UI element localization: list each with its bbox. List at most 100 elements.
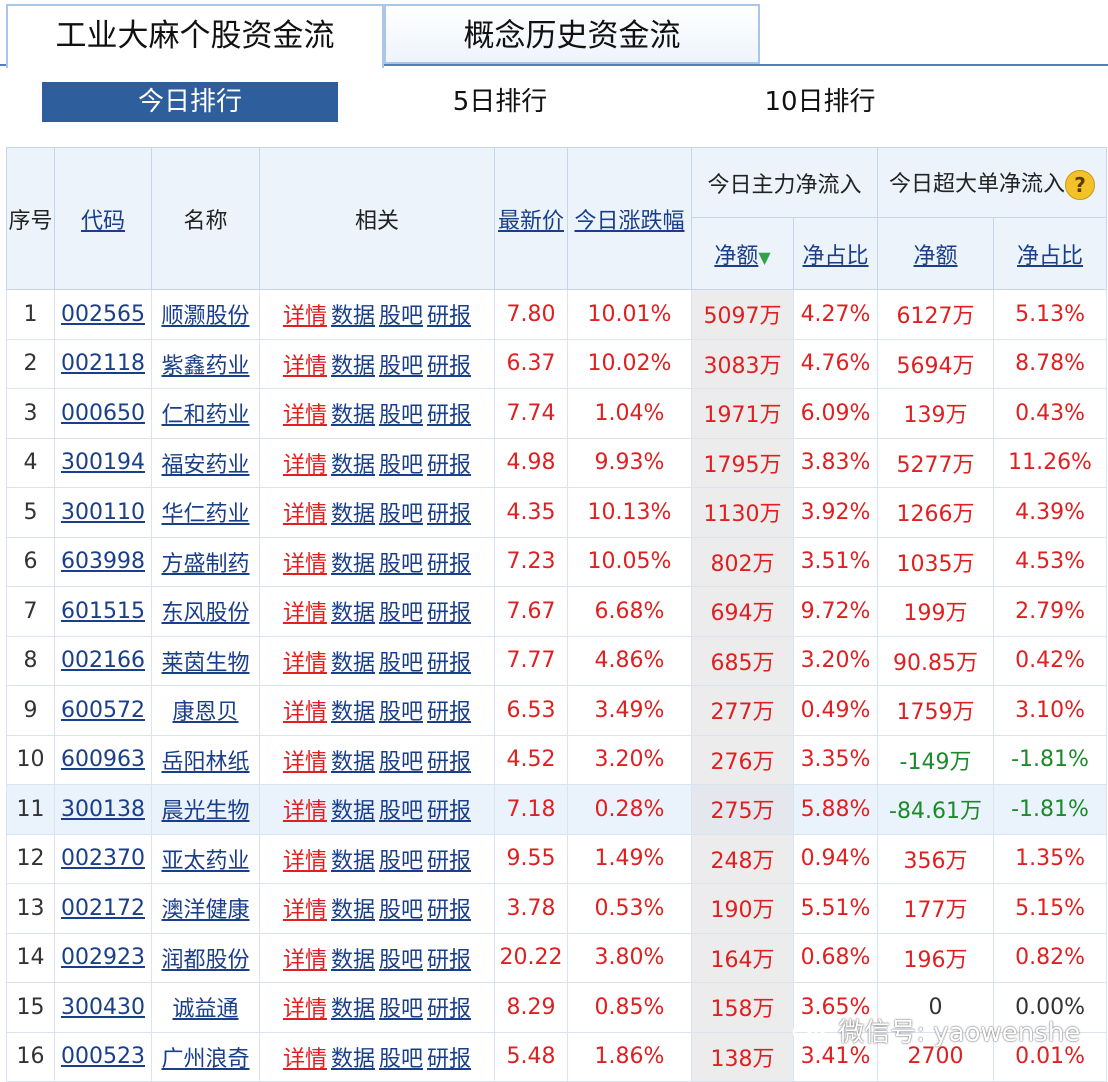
stock-name-link[interactable]: 广州浪奇 — [161, 1046, 250, 1072]
sort-price-link[interactable]: 最新价 — [497, 208, 564, 234]
forum-link[interactable]: 股吧 — [379, 452, 424, 478]
stock-code-link[interactable]: 600963 — [61, 747, 145, 773]
sort-super-amount-link[interactable]: 净额 — [913, 243, 958, 269]
detail-link[interactable]: 详情 — [282, 502, 327, 528]
stock-name-link[interactable]: 润都股份 — [161, 947, 250, 973]
detail-link[interactable]: 详情 — [282, 898, 327, 924]
report-link[interactable]: 研报 — [427, 551, 472, 577]
sort-change-link[interactable]: 今日涨跌幅 — [574, 208, 685, 234]
forum-link[interactable]: 股吧 — [379, 650, 424, 676]
data-link[interactable]: 数据 — [330, 898, 375, 924]
report-link[interactable]: 研报 — [427, 304, 472, 330]
detail-link[interactable]: 详情 — [282, 353, 327, 379]
data-link[interactable]: 数据 — [330, 650, 375, 676]
forum-link[interactable]: 股吧 — [379, 502, 424, 528]
stock-name-link[interactable]: 诚益通 — [172, 997, 239, 1023]
forum-link[interactable]: 股吧 — [379, 353, 424, 379]
subtab-10day-ranking[interactable]: 10日排行 — [764, 87, 876, 117]
forum-link[interactable]: 股吧 — [379, 601, 424, 627]
report-link[interactable]: 研报 — [427, 452, 472, 478]
tab-concept-history[interactable]: 概念历史资金流 — [384, 4, 760, 64]
col-super-amount-header[interactable]: 净额 — [877, 217, 995, 290]
forum-link[interactable]: 股吧 — [379, 848, 424, 874]
stock-name-link[interactable]: 澳洋健康 — [161, 898, 250, 924]
forum-link[interactable]: 股吧 — [379, 403, 424, 429]
report-link[interactable]: 研报 — [427, 700, 472, 726]
detail-link[interactable]: 详情 — [282, 452, 327, 478]
data-link[interactable]: 数据 — [330, 551, 375, 577]
stock-code-link[interactable]: 600572 — [61, 697, 145, 723]
detail-link[interactable]: 详情 — [282, 650, 327, 676]
sort-net-ratio-link[interactable]: 净占比 — [802, 243, 869, 269]
data-link[interactable]: 数据 — [330, 601, 375, 627]
report-link[interactable]: 研报 — [427, 650, 472, 676]
stock-name-link[interactable]: 仁和药业 — [161, 403, 250, 429]
stock-name-link[interactable]: 康恩贝 — [172, 700, 239, 726]
data-link[interactable]: 数据 — [330, 353, 375, 379]
detail-link[interactable]: 详情 — [282, 997, 327, 1023]
sort-super-ratio-link[interactable]: 净占比 — [1017, 243, 1084, 269]
stock-name-link[interactable]: 顺灏股份 — [161, 304, 250, 330]
detail-link[interactable]: 详情 — [282, 403, 327, 429]
stock-code-link[interactable]: 300110 — [61, 499, 145, 525]
report-link[interactable]: 研报 — [427, 848, 472, 874]
stock-code-link[interactable]: 300138 — [61, 796, 145, 822]
report-link[interactable]: 研报 — [427, 1046, 472, 1072]
data-link[interactable]: 数据 — [330, 1046, 375, 1072]
forum-link[interactable]: 股吧 — [379, 997, 424, 1023]
stock-code-link[interactable]: 300194 — [61, 450, 145, 476]
detail-link[interactable]: 详情 — [282, 304, 327, 330]
report-link[interactable]: 研报 — [427, 947, 472, 973]
report-link[interactable]: 研报 — [427, 502, 472, 528]
stock-name-link[interactable]: 亚太药业 — [161, 848, 250, 874]
report-link[interactable]: 研报 — [427, 403, 472, 429]
stock-code-link[interactable]: 603998 — [61, 549, 145, 575]
detail-link[interactable]: 详情 — [282, 551, 327, 577]
data-link[interactable]: 数据 — [330, 848, 375, 874]
forum-link[interactable]: 股吧 — [379, 304, 424, 330]
detail-link[interactable]: 详情 — [282, 601, 327, 627]
data-link[interactable]: 数据 — [330, 452, 375, 478]
col-net-amount-header[interactable]: 净额▼ — [691, 217, 794, 290]
stock-code-link[interactable]: 002923 — [61, 945, 145, 971]
detail-link[interactable]: 详情 — [282, 700, 327, 726]
col-code-header[interactable]: 代码 — [54, 147, 152, 290]
col-super-ratio-header[interactable]: 净占比 — [993, 217, 1108, 290]
sort-net-amount-link[interactable]: 净额 — [714, 243, 759, 269]
detail-link[interactable]: 详情 — [282, 1046, 327, 1072]
report-link[interactable]: 研报 — [427, 997, 472, 1023]
report-link[interactable]: 研报 — [427, 799, 472, 825]
data-link[interactable]: 数据 — [330, 700, 375, 726]
data-link[interactable]: 数据 — [330, 502, 375, 528]
forum-link[interactable]: 股吧 — [379, 551, 424, 577]
stock-code-link[interactable]: 002166 — [61, 648, 145, 674]
stock-code-link[interactable]: 002172 — [61, 895, 145, 921]
data-link[interactable]: 数据 — [330, 403, 375, 429]
stock-code-link[interactable]: 002565 — [61, 301, 145, 327]
col-price-header[interactable]: 最新价 — [494, 147, 568, 290]
forum-link[interactable]: 股吧 — [379, 700, 424, 726]
data-link[interactable]: 数据 — [330, 749, 375, 775]
detail-link[interactable]: 详情 — [282, 799, 327, 825]
stock-code-link[interactable]: 601515 — [61, 598, 145, 624]
stock-name-link[interactable]: 东风股份 — [161, 601, 250, 627]
stock-name-link[interactable]: 紫鑫药业 — [161, 353, 250, 379]
report-link[interactable]: 研报 — [427, 601, 472, 627]
help-question-icon[interactable]: ? — [1065, 169, 1096, 200]
subtab-5day-ranking[interactable]: 5日排行 — [452, 87, 548, 117]
stock-code-link[interactable]: 000650 — [61, 400, 145, 426]
stock-name-link[interactable]: 莱茵生物 — [161, 650, 250, 676]
stock-code-link[interactable]: 300430 — [61, 994, 145, 1020]
tab-industrial-hemp-stocks[interactable]: 工业大麻个股资金流 — [6, 4, 384, 68]
subtab-today-ranking[interactable]: 今日排行 — [42, 82, 338, 122]
forum-link[interactable]: 股吧 — [379, 898, 424, 924]
detail-link[interactable]: 详情 — [282, 848, 327, 874]
detail-link[interactable]: 详情 — [282, 947, 327, 973]
forum-link[interactable]: 股吧 — [379, 947, 424, 973]
stock-code-link[interactable]: 002370 — [61, 846, 145, 872]
data-link[interactable]: 数据 — [330, 304, 375, 330]
data-link[interactable]: 数据 — [330, 799, 375, 825]
forum-link[interactable]: 股吧 — [379, 1046, 424, 1072]
data-link[interactable]: 数据 — [330, 947, 375, 973]
report-link[interactable]: 研报 — [427, 749, 472, 775]
